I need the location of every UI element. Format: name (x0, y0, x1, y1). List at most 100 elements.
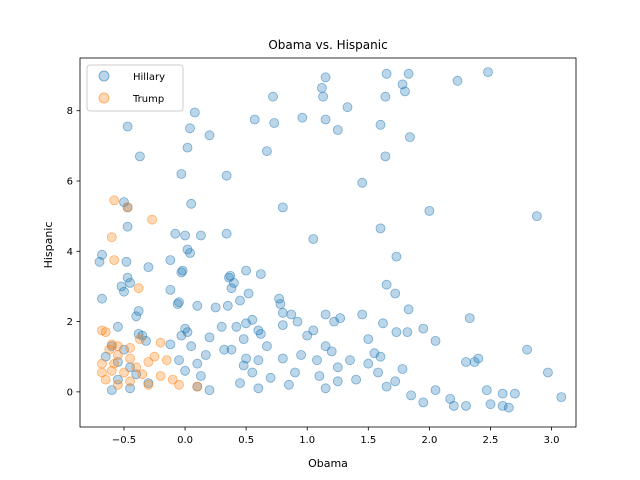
point-hillary-167 (510, 388, 520, 399)
point-hillary-41 (185, 248, 195, 258)
y-tick-label: 0 (67, 387, 73, 398)
point-hillary-64 (269, 118, 280, 128)
point-trump-21 (131, 362, 142, 373)
point-hillary-2 (119, 197, 129, 208)
point-hillary-99 (332, 125, 343, 135)
point-hillary-123 (332, 376, 343, 387)
point-hillary-47 (172, 299, 183, 309)
point-hillary-10 (125, 277, 136, 288)
y-tick-label: 6 (67, 177, 73, 188)
point-hillary-111 (329, 316, 340, 327)
point-hillary-137 (381, 279, 392, 290)
point-hillary-26 (113, 374, 123, 385)
point-hillary-71 (228, 277, 239, 288)
point-hillary-83 (238, 334, 249, 345)
point-hillary-154 (483, 67, 493, 77)
y-tick-label: 8 (67, 106, 73, 117)
point-hillary-141 (378, 318, 388, 329)
point-hillary-12 (119, 286, 129, 297)
point-trump-31 (143, 379, 154, 390)
point-trump-28 (125, 376, 136, 387)
point-trump-10 (113, 341, 123, 352)
point-hillary-85 (219, 344, 230, 355)
point-trump-12 (104, 344, 115, 355)
point-hillary-84 (226, 344, 237, 355)
point-hillary-158 (418, 323, 429, 334)
point-hillary-40 (182, 244, 193, 255)
points-layer (94, 67, 567, 413)
point-hillary-125 (320, 383, 331, 394)
x-tick-label: 0.5 (238, 435, 254, 446)
point-hillary-52 (204, 332, 215, 343)
point-trump-20 (161, 355, 172, 366)
point-hillary-67 (241, 265, 252, 276)
point-trump-26 (155, 371, 166, 381)
point-trump-3 (106, 232, 117, 243)
point-trump-13 (155, 337, 166, 348)
point-hillary-58 (180, 365, 191, 376)
point-hillary-131 (375, 119, 386, 130)
point-hillary-175 (445, 393, 456, 404)
point-hillary-107 (292, 316, 303, 327)
point-hillary-144 (363, 334, 374, 345)
point-hillary-133 (380, 151, 391, 162)
point-hillary-162 (461, 357, 471, 367)
point-hillary-29 (106, 385, 117, 396)
point-trump-16 (97, 358, 107, 369)
point-hillary-161 (473, 353, 484, 364)
point-hillary-48 (192, 300, 203, 311)
point-hillary-117 (277, 353, 288, 364)
point-trump-29 (167, 374, 178, 385)
point-hillary-134 (357, 177, 368, 188)
point-hillary-148 (397, 364, 408, 374)
point-hillary-155 (424, 205, 435, 216)
point-hillary-73 (243, 288, 254, 299)
point-hillary-151 (351, 374, 362, 385)
point-trump-1 (122, 202, 133, 213)
point-hillary-1 (134, 151, 145, 162)
y-axis-label: Hispanic (42, 222, 55, 269)
point-trump-7 (100, 327, 111, 338)
point-hillary-170 (497, 400, 508, 411)
point-trump-30 (113, 379, 123, 390)
point-hillary-61 (204, 385, 215, 396)
point-hillary-14 (133, 306, 144, 316)
point-hillary-149 (373, 367, 384, 378)
point-hillary-124 (283, 379, 294, 390)
point-hillary-31 (185, 123, 195, 134)
point-hillary-57 (192, 358, 203, 369)
point-hillary-55 (200, 350, 211, 360)
point-trump-15 (113, 350, 123, 360)
plot-frame (79, 57, 577, 428)
x-axis-label: Obama (308, 457, 348, 470)
point-hillary-88 (253, 355, 264, 366)
point-hillary-92 (235, 378, 245, 389)
point-hillary-13 (97, 293, 107, 304)
point-hillary-113 (302, 330, 313, 341)
point-hillary-69 (224, 272, 234, 283)
point-hillary-76 (210, 302, 221, 313)
point-hillary-6 (94, 256, 105, 267)
point-hillary-42 (165, 255, 176, 266)
point-hillary-129 (380, 91, 391, 102)
point-hillary-39 (195, 230, 206, 241)
point-hillary-36 (186, 198, 197, 209)
point-hillary-45 (165, 284, 176, 295)
point-hillary-159 (430, 335, 441, 346)
point-hillary-86 (261, 341, 272, 352)
point-hillary-44 (176, 267, 187, 278)
point-hillary-152 (381, 381, 392, 392)
point-hillary-143 (402, 327, 413, 338)
point-hillary-119 (345, 355, 355, 366)
point-hillary-32 (204, 130, 215, 141)
point-trump-33 (192, 381, 203, 392)
point-hillary-78 (247, 314, 258, 325)
point-hillary-101 (277, 202, 288, 213)
point-hillary-65 (261, 146, 272, 157)
x-tick-label: −0.5 (112, 435, 136, 446)
point-hillary-106 (286, 309, 297, 320)
point-hillary-115 (326, 346, 337, 357)
point-trump-25 (137, 369, 148, 380)
point-hillary-165 (430, 385, 441, 396)
point-trump-11 (125, 342, 136, 353)
